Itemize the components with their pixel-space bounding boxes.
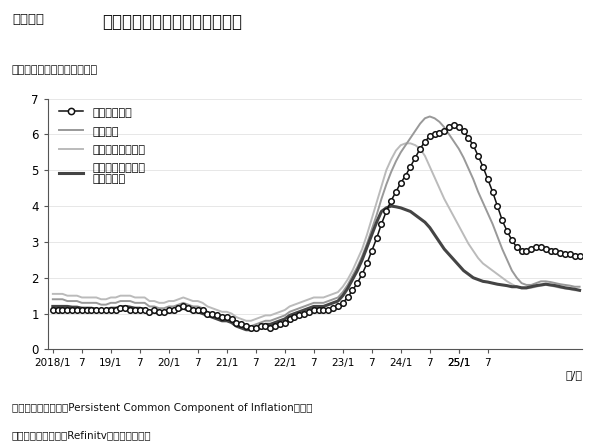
Text: ［図表］: ［図表］: [12, 13, 44, 26]
Text: （出所）　ＥＣＢ、Refinitv、ＭＣＰＡＭＪ: （出所） ＥＣＢ、Refinitv、ＭＣＰＡＭＪ: [12, 430, 152, 440]
Text: ユーロ圏の基調的な物価の推移: ユーロ圏の基調的な物価の推移: [102, 13, 242, 31]
Text: （注）　ＰＣＣＩはPersistent Common Component of Inflationの略。: （注） ＰＣＣＩはPersistent Common Component of …: [12, 403, 313, 413]
Text: 前年比、３カ月移動平均、％: 前年比、３カ月移動平均、％: [12, 65, 98, 75]
Legend: スーパーコア, ＰＣＣＩ, 同除くエネルギー, 同除くエネルギー
および食品: スーパーコア, ＰＣＣＩ, 同除くエネルギー, 同除くエネルギー および食品: [59, 107, 145, 184]
Text: 年/月: 年/月: [565, 370, 582, 379]
